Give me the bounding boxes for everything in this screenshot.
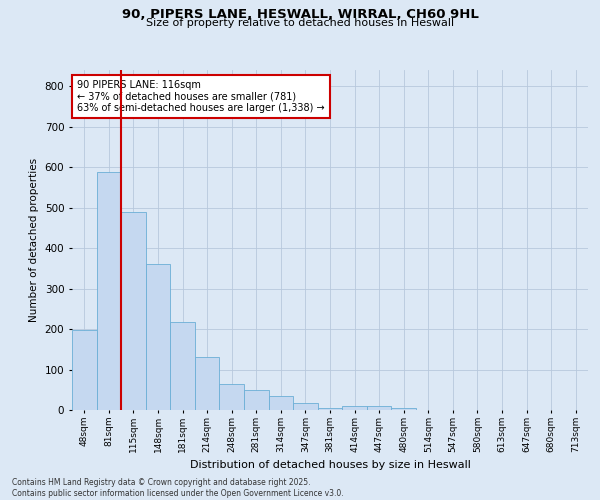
Bar [342,406,367,410]
Text: Size of property relative to detached houses in Heswall: Size of property relative to detached ho… [146,18,454,28]
Bar [367,406,391,410]
Bar [97,172,121,410]
Bar [170,322,195,410]
Bar [72,330,97,410]
Bar [318,408,342,410]
Bar [269,396,293,410]
Bar [391,408,416,410]
Bar [195,358,220,410]
Text: 90, PIPERS LANE, HESWALL, WIRRAL, CH60 9HL: 90, PIPERS LANE, HESWALL, WIRRAL, CH60 9… [122,8,478,20]
Text: Contains HM Land Registry data © Crown copyright and database right 2025.
Contai: Contains HM Land Registry data © Crown c… [12,478,344,498]
Bar [121,212,146,410]
Bar [244,390,269,410]
X-axis label: Distribution of detached houses by size in Heswall: Distribution of detached houses by size … [190,460,470,470]
Bar [293,402,318,410]
Y-axis label: Number of detached properties: Number of detached properties [29,158,39,322]
Bar [220,384,244,410]
Text: 90 PIPERS LANE: 116sqm
← 37% of detached houses are smaller (781)
63% of semi-de: 90 PIPERS LANE: 116sqm ← 37% of detached… [77,80,325,114]
Bar [146,264,170,410]
